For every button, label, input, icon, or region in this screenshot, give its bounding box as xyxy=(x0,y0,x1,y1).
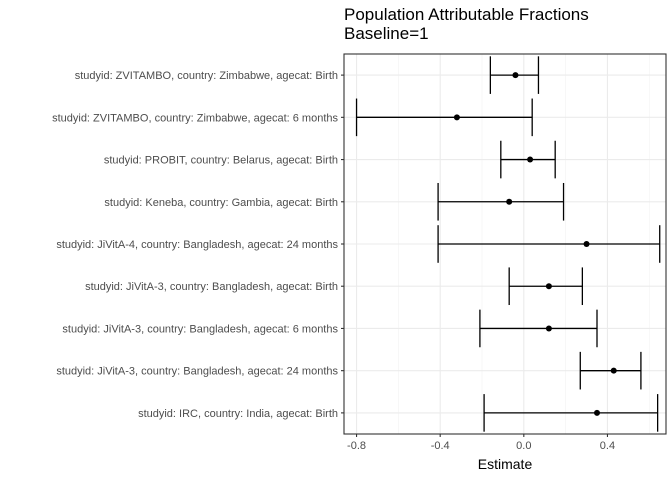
x-tick-label: 0.0 xyxy=(516,440,531,452)
estimate-point xyxy=(506,198,513,205)
chart-title: Population Attributable Fractions xyxy=(344,5,589,24)
estimate-point xyxy=(583,241,590,247)
estimate-point xyxy=(545,325,552,332)
estimate-point xyxy=(610,367,617,374)
x-tick-label: -0.4 xyxy=(431,440,450,452)
y-tick-label: studyid: Keneba, country: Gambia, agecat… xyxy=(104,197,338,209)
estimate-point xyxy=(527,156,534,163)
x-tick-label: -0.8 xyxy=(347,440,366,452)
x-tick-label: 0.4 xyxy=(600,440,615,452)
y-tick-label: studyid: JiVitA-4, country: Bangladesh, … xyxy=(56,239,338,251)
chart-subtitle: Baseline=1 xyxy=(344,24,429,43)
y-tick-label: studyid: IRC, country: India, agecat: Bi… xyxy=(138,408,338,420)
x-axis-title: Estimate xyxy=(478,456,533,472)
y-tick-label: studyid: ZVITAMBO, country: Zimbabwe, ag… xyxy=(52,112,338,124)
y-tick-label: studyid: JiVitA-3, country: Bangladesh, … xyxy=(56,366,338,378)
y-tick-label: studyid: ZVITAMBO, country: Zimbabwe, ag… xyxy=(75,70,338,82)
y-tick-label: studyid: JiVitA-3, country: Bangladesh, … xyxy=(85,281,338,293)
y-tick-label: studyid: JiVitA-3, country: Bangladesh, … xyxy=(62,323,338,335)
estimate-point xyxy=(512,72,519,79)
y-tick-label: studyid: PROBIT, country: Belarus, ageca… xyxy=(104,155,338,167)
estimate-point xyxy=(545,283,552,290)
estimate-point xyxy=(594,409,600,416)
estimate-point xyxy=(453,114,460,121)
